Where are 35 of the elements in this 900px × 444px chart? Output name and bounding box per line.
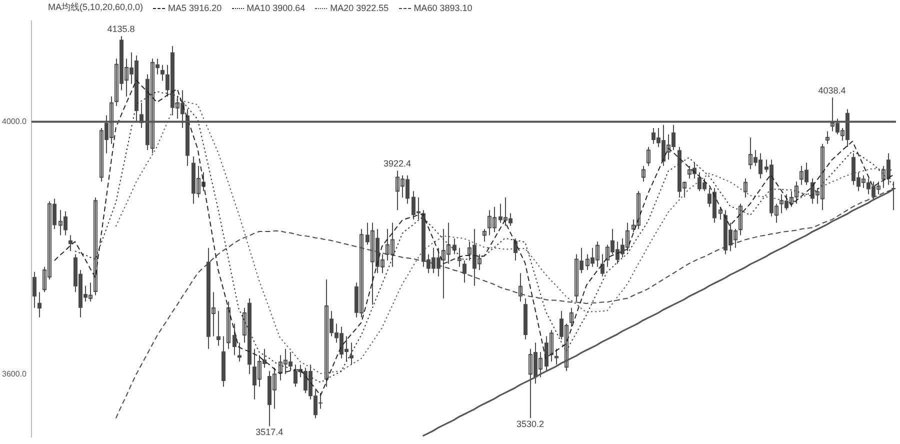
legend-title: MA均线(5,10,20,60,0,0) bbox=[48, 1, 144, 14]
candlestick bbox=[462, 260, 466, 284]
candlestick bbox=[554, 348, 558, 366]
candlestick bbox=[718, 206, 722, 220]
legend-label: MA60 3893.10 bbox=[412, 2, 472, 12]
legend-label: MA5 3916.20 bbox=[167, 2, 222, 12]
y-tick-label: 4000.0 bbox=[2, 116, 28, 126]
candlestick bbox=[216, 310, 220, 346]
candlestick bbox=[38, 292, 42, 318]
candlestick bbox=[452, 238, 456, 255]
annotation: 3517.4 bbox=[256, 427, 284, 438]
candlestick bbox=[226, 301, 230, 350]
annotation: 3922.4 bbox=[383, 158, 411, 169]
candlestick bbox=[570, 307, 574, 328]
candlestick bbox=[738, 203, 742, 236]
candlestick bbox=[238, 342, 242, 362]
candlestick bbox=[232, 323, 236, 356]
candlestick bbox=[482, 228, 486, 242]
candlestick bbox=[826, 130, 830, 144]
candlestick bbox=[646, 146, 650, 166]
candlestick bbox=[642, 165, 646, 182]
candlestick bbox=[518, 272, 522, 302]
candlestick bbox=[744, 178, 748, 198]
candlestick bbox=[94, 196, 98, 296]
candlestick bbox=[600, 254, 604, 277]
y-tick-label: 3600.0 bbox=[2, 369, 28, 378]
annotation: 4135.8 bbox=[107, 24, 135, 34]
candlestick bbox=[32, 271, 36, 308]
annotation: 4038.4 bbox=[818, 86, 846, 96]
candlestick bbox=[350, 342, 354, 366]
legend-label: MA10 3900.64 bbox=[246, 2, 306, 12]
annotation: 3530.2 bbox=[516, 419, 544, 430]
legend-label: MA20 3922.55 bbox=[329, 2, 389, 12]
candlestick bbox=[160, 64, 164, 82]
candlestick bbox=[458, 247, 462, 268]
